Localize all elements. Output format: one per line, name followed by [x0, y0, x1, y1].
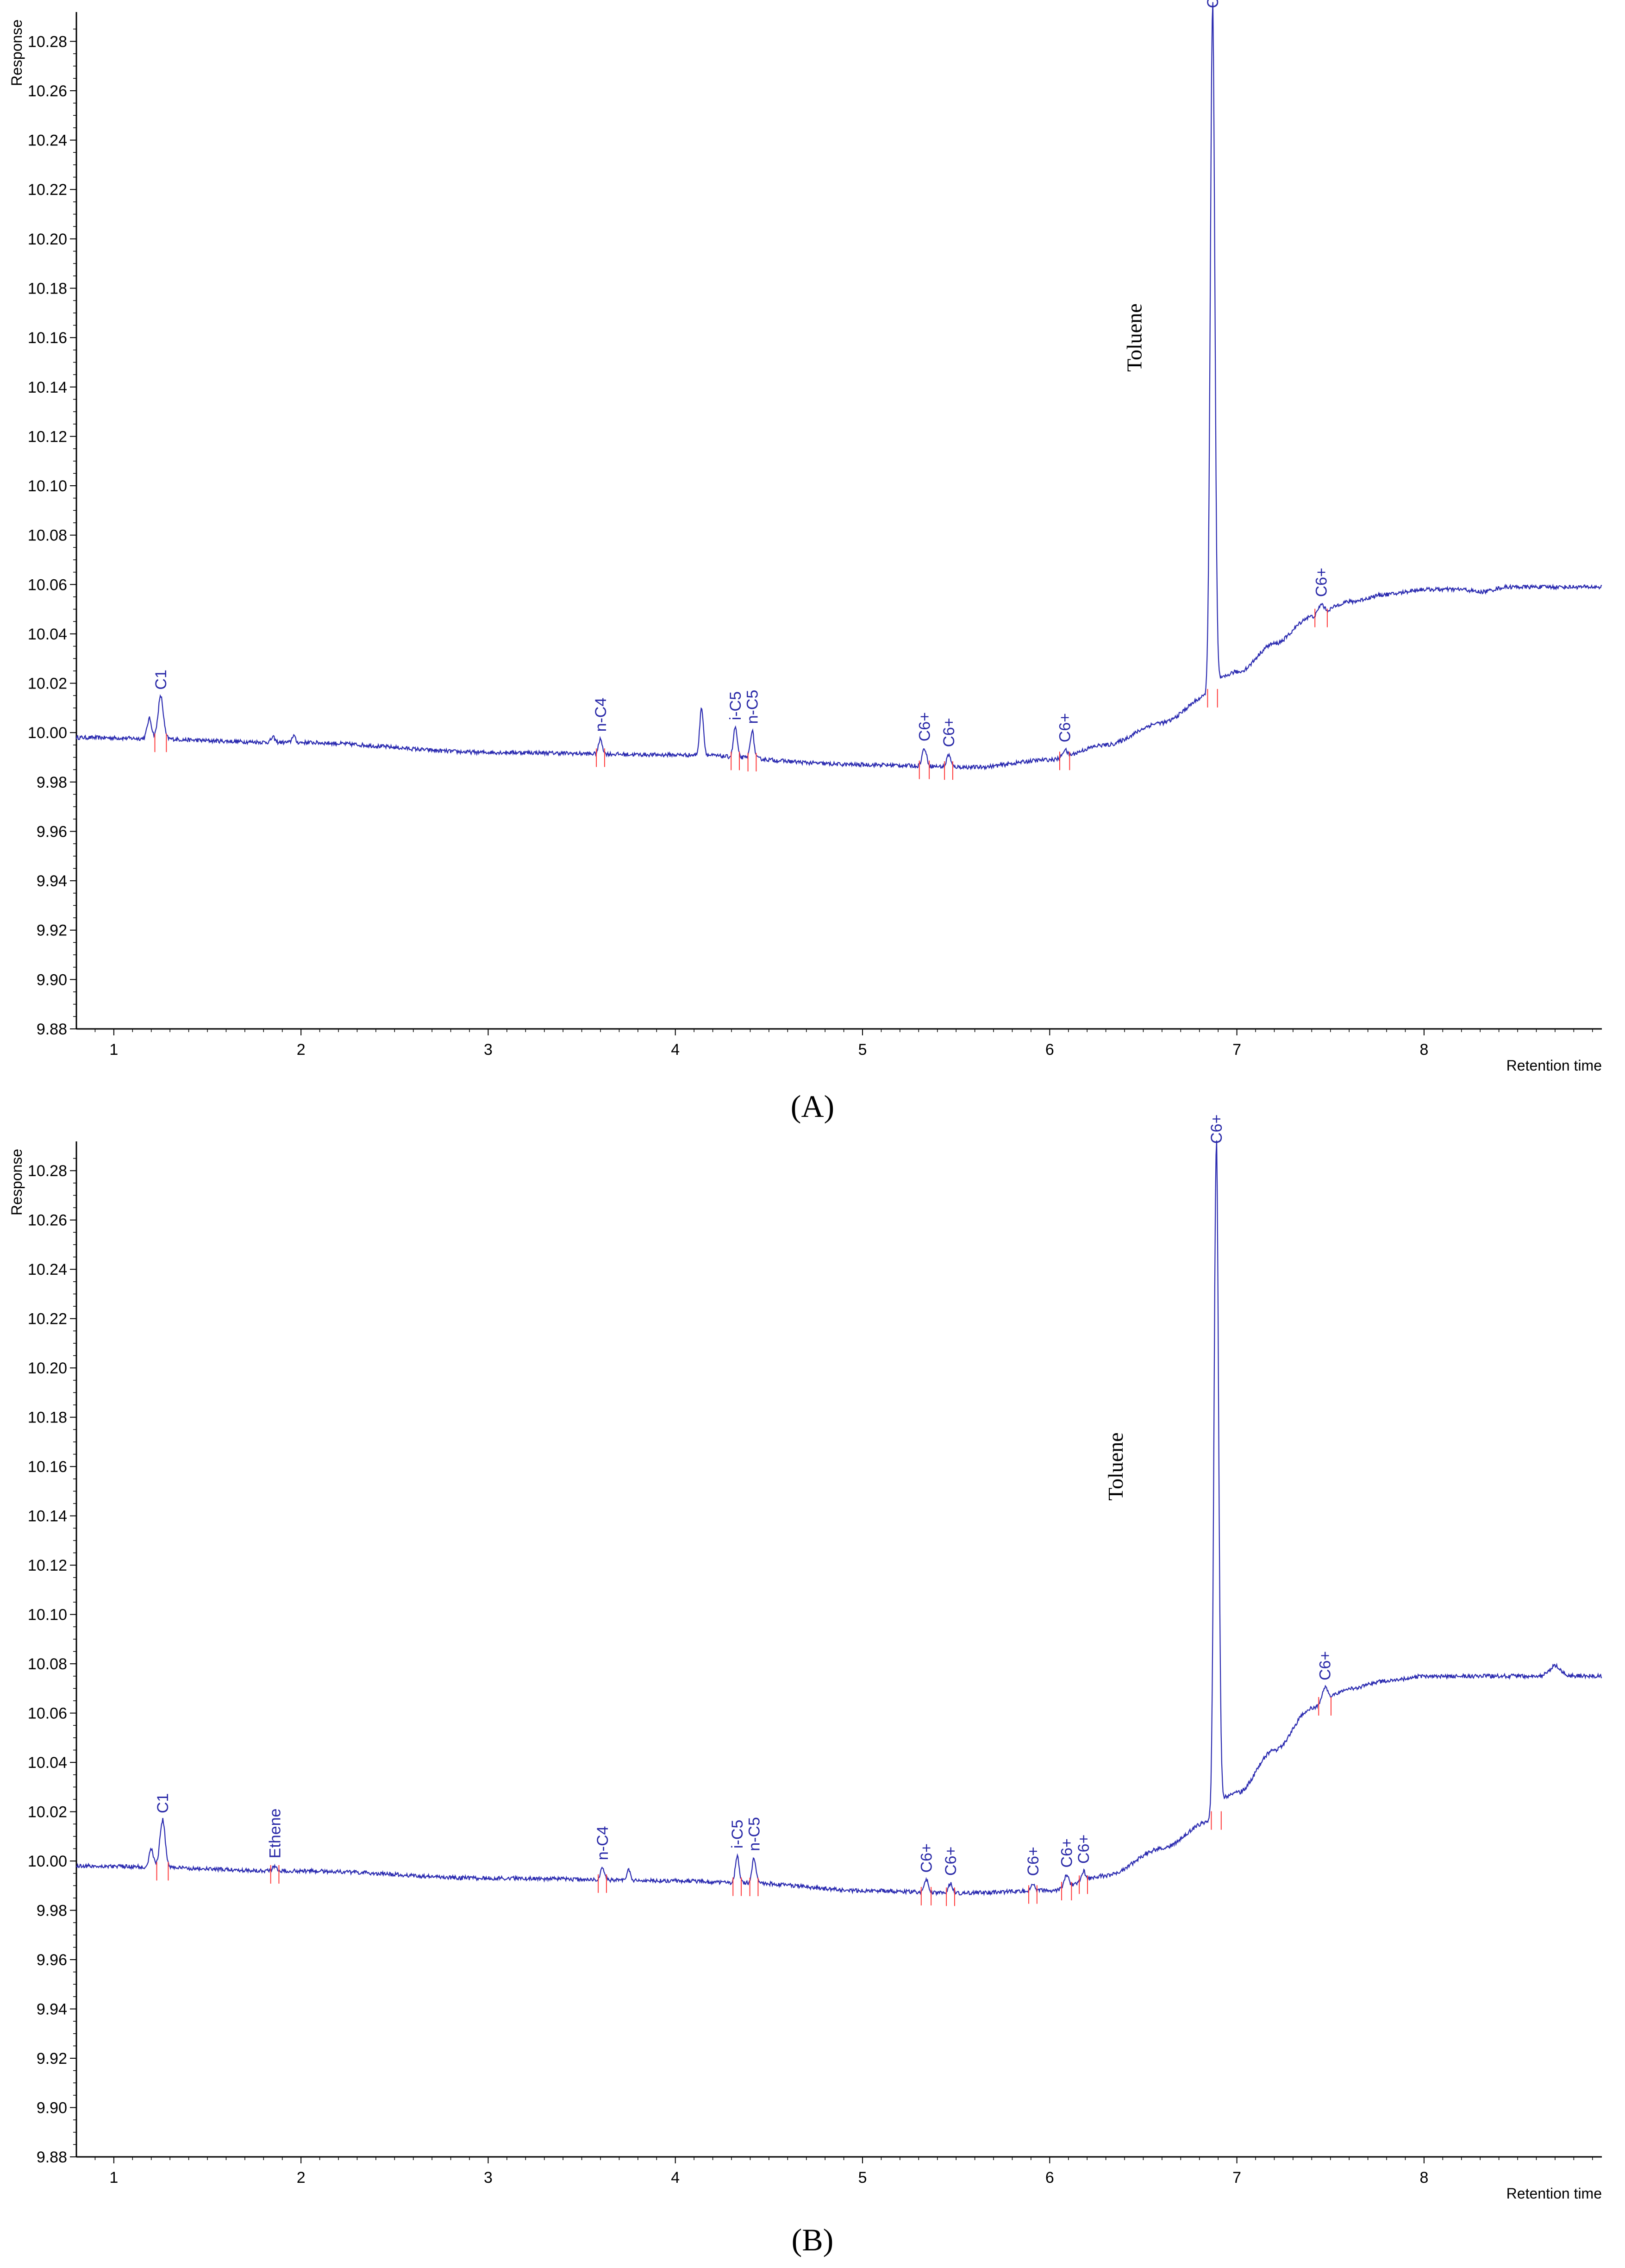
y-tick-label: 10.06: [28, 1705, 67, 1723]
y-tick-label: 9.94: [37, 2001, 67, 2018]
y-tick-label: 10.22: [28, 181, 67, 199]
x-tick-label: 8: [1419, 1041, 1428, 1059]
x-tick-label: 4: [671, 1041, 680, 1059]
x-tick-label: 8: [1419, 2169, 1428, 2187]
y-tick-label: 10.18: [28, 280, 67, 297]
y-tick-label: 9.98: [37, 1902, 67, 1920]
y-tick-label: 9.94: [37, 872, 67, 890]
y-tick-label: 9.88: [37, 1021, 67, 1038]
x-tick-label: 4: [671, 2169, 680, 2187]
peak-label: C6+: [1208, 1115, 1225, 1144]
peak-label: C6+: [1313, 568, 1331, 597]
x-tick-label: 1: [109, 2169, 118, 2187]
y-tick-label: 10.20: [28, 231, 67, 248]
y-axis-label: Response: [8, 1149, 25, 1215]
x-tick-label: 5: [858, 1041, 867, 1059]
y-tick-label: 9.96: [37, 823, 67, 840]
peak-label: C6+: [1317, 1651, 1334, 1680]
peak-label: i-C5: [727, 691, 744, 720]
y-tick-label: 9.96: [37, 1951, 67, 1969]
x-axis-label: Retention time: [1506, 2185, 1602, 2202]
peak-label: C6+: [918, 1843, 935, 1873]
x-tick-label: 7: [1232, 1041, 1241, 1059]
y-tick-label: 10.26: [28, 82, 67, 100]
y-tick-label: 10.26: [28, 1212, 67, 1229]
peak-label: C6+: [1025, 1847, 1042, 1876]
x-tick-label: 3: [484, 2169, 493, 2187]
y-tick-label: 10.12: [28, 428, 67, 445]
y-tick-label: 10.16: [28, 1458, 67, 1476]
y-tick-label: 9.98: [37, 774, 67, 791]
y-tick-label: 10.00: [28, 724, 67, 742]
peak-label: C6+: [1204, 0, 1222, 8]
signal-trace: [76, 1140, 1602, 1897]
y-tick-label: 9.92: [37, 2050, 67, 2068]
y-tick-label: 9.90: [37, 2099, 67, 2117]
x-tick-label: 5: [858, 2169, 867, 2187]
peak-label: C6+: [1056, 713, 1074, 742]
peak-label: n-C4: [594, 1826, 612, 1861]
y-tick-label: 10.10: [28, 1606, 67, 1624]
y-tick-label: 10.00: [28, 1853, 67, 1870]
y-tick-label: 10.24: [28, 1261, 67, 1278]
y-tick-label: 10.04: [28, 626, 67, 643]
y-tick-label: 10.12: [28, 1557, 67, 1574]
peak-label: C1: [154, 1793, 172, 1813]
peak-label: n-C4: [592, 698, 610, 732]
toluene-annotation: Toluene: [1104, 1432, 1127, 1501]
y-tick-label: 10.28: [28, 1162, 67, 1180]
chart-panel-a: 9.88 9.90 9.92 9.94 9.96 9.98 10.00 10.02 10.04 1…: [8, 0, 1602, 1124]
y-tick-label: 10.02: [28, 675, 67, 693]
y-tick-label: 10.06: [28, 576, 67, 594]
y-tick-label: 10.14: [28, 1508, 67, 1525]
peak-label: C1: [152, 670, 170, 689]
x-tick-label: 2: [297, 1041, 306, 1059]
x-tick-label: 6: [1045, 2169, 1054, 2187]
peak-label: C6+: [1058, 1838, 1076, 1867]
signal-trace: [75, 2, 1602, 771]
y-axis-label: Response: [8, 19, 25, 86]
x-tick-label: 2: [297, 2169, 306, 2187]
panel-caption: (A): [791, 1089, 834, 1124]
x-axis-label: Retention time: [1506, 1057, 1602, 1074]
y-tick-label: 9.90: [37, 971, 67, 989]
y-tick-label: 10.20: [28, 1360, 67, 1377]
peak-label: n-C5: [744, 690, 762, 724]
x-tick-label: 6: [1045, 1041, 1054, 1059]
y-tick-label: 9.88: [37, 2149, 67, 2166]
y-tick-label: 10.24: [28, 132, 67, 150]
y-tick-label: 10.10: [28, 477, 67, 495]
y-tick-label: 10.04: [28, 1754, 67, 1772]
chart-panel-b: 9.88 9.90 9.92 9.94 9.96 9.98 10.00 10.02 10.04 1…: [8, 1115, 1602, 2257]
panel-caption: (B): [792, 2222, 834, 2257]
y-tick-label: 10.08: [28, 527, 67, 545]
y-tick-label: 10.14: [28, 379, 67, 396]
y-tick-label: 10.02: [28, 1804, 67, 1821]
y-tick-label: 10.28: [28, 33, 67, 50]
peak-label: C6+: [1075, 1835, 1093, 1864]
x-tick-label: 3: [484, 1041, 493, 1059]
x-tick-label: 1: [109, 1041, 118, 1059]
peak-label: n-C5: [746, 1817, 763, 1851]
y-tick-label: 10.08: [28, 1655, 67, 1673]
peak-label: C6+: [942, 1847, 960, 1876]
peak-label: C6+: [940, 718, 958, 747]
x-tick-label: 7: [1232, 2169, 1241, 2187]
y-tick-label: 10.18: [28, 1409, 67, 1427]
y-tick-label: 10.22: [28, 1310, 67, 1328]
peak-label: C6+: [916, 712, 933, 741]
y-tick-label: 10.16: [28, 329, 67, 347]
peak-label: Ethene: [267, 1809, 284, 1859]
toluene-annotation: Toluene: [1122, 303, 1146, 372]
y-tick-label: 9.92: [37, 922, 67, 940]
peak-label: i-C5: [729, 1820, 746, 1848]
